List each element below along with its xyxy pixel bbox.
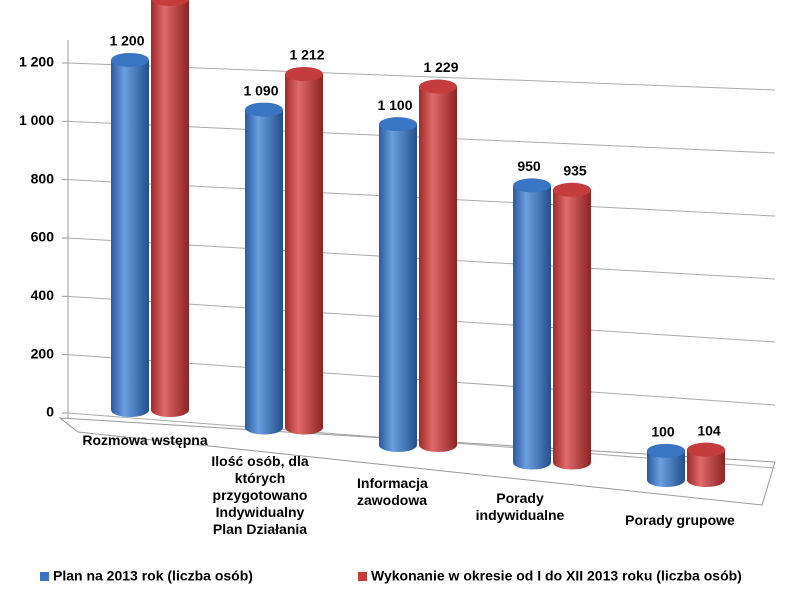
cylinder-top xyxy=(111,53,149,67)
y-tick-label: 0 xyxy=(46,404,54,420)
legend-label: Plan na 2013 rok (liczba osób) xyxy=(53,568,253,584)
cylinder-top xyxy=(553,182,591,197)
value-label: 935 xyxy=(563,162,587,178)
bar xyxy=(285,74,323,428)
x-tick-label: Informacja zawodowa xyxy=(357,475,428,508)
x-tick-label: Rozmowa wstępna xyxy=(82,432,208,448)
value-label: 1 212 xyxy=(289,47,324,63)
bar xyxy=(379,124,417,446)
legend-swatch xyxy=(40,572,49,581)
value-label: 1 090 xyxy=(243,82,278,98)
bar xyxy=(419,86,457,446)
y-tick-label: 800 xyxy=(31,170,55,186)
cylinder-top xyxy=(285,67,323,81)
cylinder-top xyxy=(647,443,685,458)
cylinder-top xyxy=(513,178,551,193)
value-label: 104 xyxy=(697,422,721,438)
bar xyxy=(513,185,551,463)
x-tick-label: Porady grupowe xyxy=(625,512,735,528)
cylinder-top xyxy=(687,442,725,457)
bar xyxy=(151,0,189,411)
y-tick-label: 1 200 xyxy=(19,54,54,70)
cylinder-top xyxy=(379,117,417,132)
cylinder-top xyxy=(245,102,283,117)
y-tick-label: 1 000 xyxy=(19,112,54,128)
y-tick-label: 400 xyxy=(31,287,55,303)
bar xyxy=(245,109,283,428)
x-tick-label: Ilość osób, dla których przygotowano Ind… xyxy=(211,453,309,537)
cylinder-top xyxy=(151,0,189,7)
y-tick-label: 200 xyxy=(31,345,55,361)
cylinder-top xyxy=(419,79,457,94)
x-tick-label: Porady indywidualne xyxy=(475,490,565,523)
value-label: 950 xyxy=(517,158,541,174)
value-label: 1 100 xyxy=(377,97,412,113)
value-label: 100 xyxy=(651,424,675,440)
value-label: 1 200 xyxy=(109,33,144,49)
value-label: 1 229 xyxy=(423,59,458,75)
legend-label: Wykonanie w okresie od I do XII 2013 rok… xyxy=(371,568,742,584)
bar xyxy=(111,60,149,410)
y-tick-label: 600 xyxy=(31,229,55,245)
bar xyxy=(553,189,591,463)
legend-swatch xyxy=(358,572,367,581)
